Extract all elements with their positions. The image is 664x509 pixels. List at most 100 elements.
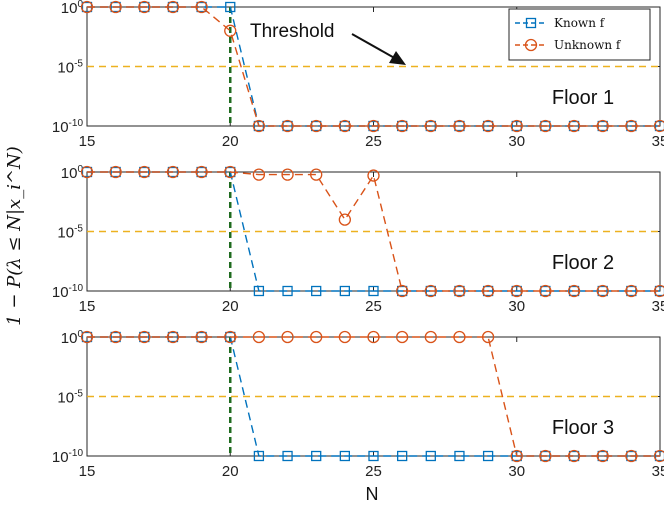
y-tick-label: 10-10 bbox=[52, 118, 84, 136]
panel-floor-2: 15 20 25 30 35 100 10-5 10-10 Floor 2 bbox=[52, 164, 664, 315]
data-point-unknown-f bbox=[252, 330, 266, 344]
data-point-known-f bbox=[454, 285, 465, 297]
legend-box bbox=[508, 8, 651, 61]
data-point-unknown-f bbox=[310, 330, 323, 344]
data-point-unknown-f bbox=[166, 0, 180, 14]
data-point-unknown-f bbox=[424, 119, 437, 133]
data-point-unknown-f bbox=[539, 284, 552, 298]
floor-label: Floor 2 bbox=[552, 252, 614, 274]
x-tick-label: 25 bbox=[365, 298, 382, 315]
data-point-known-f bbox=[311, 450, 322, 462]
data-point-unknown-f bbox=[224, 24, 237, 37]
x-tick-label: 15 bbox=[79, 298, 96, 315]
panels: 15 20 25 30 35 100 10-5 10-10 Floor 1 Threshold Kn… bbox=[52, 0, 664, 480]
data-point-unknown-f bbox=[625, 119, 638, 133]
data-point-known-f bbox=[282, 450, 293, 462]
data-point-unknown-f bbox=[367, 119, 380, 133]
data-point-unknown-f bbox=[481, 284, 495, 298]
x-tick-label: 15 bbox=[79, 463, 96, 480]
data-point-unknown-f bbox=[395, 330, 409, 344]
data-point-unknown-f bbox=[424, 330, 437, 344]
x-tick-label: 35 bbox=[652, 463, 664, 480]
data-point-unknown-f bbox=[281, 330, 294, 344]
series-line-unknown-f bbox=[87, 6, 660, 127]
data-point-unknown-f bbox=[138, 0, 151, 14]
data-point-unknown-f bbox=[453, 119, 466, 133]
data-point-unknown-f bbox=[80, 330, 94, 344]
data-point-unknown-f bbox=[252, 168, 266, 181]
data-point-unknown-f bbox=[166, 330, 180, 344]
series-line-unknown-f bbox=[87, 171, 660, 292]
floor-label: Floor 1 bbox=[552, 87, 614, 109]
data-point-unknown-f bbox=[653, 449, 664, 463]
data-point-unknown-f bbox=[109, 0, 122, 14]
data-point-unknown-f bbox=[510, 119, 523, 133]
data-point-unknown-f bbox=[596, 449, 609, 463]
data-point-known-f bbox=[368, 285, 379, 297]
y-tick-label: 10-5 bbox=[57, 224, 83, 242]
y-tick-label: 10-10 bbox=[52, 448, 84, 466]
x-tick-label: 30 bbox=[508, 133, 525, 150]
x-axis-label: N bbox=[366, 484, 379, 504]
y-tick-label: 10-5 bbox=[57, 59, 83, 77]
x-tick-label: 35 bbox=[652, 133, 664, 150]
data-point-unknown-f bbox=[252, 119, 266, 133]
x-tick-label: 25 bbox=[365, 133, 382, 150]
data-point-known-f bbox=[311, 285, 322, 297]
data-point-unknown-f bbox=[138, 330, 151, 344]
data-point-unknown-f bbox=[310, 168, 323, 181]
annotation-label: Threshold bbox=[250, 21, 335, 42]
data-point-unknown-f bbox=[453, 284, 466, 298]
data-point-unknown-f bbox=[310, 119, 323, 133]
data-point-unknown-f bbox=[567, 284, 581, 298]
legend: Known f Unknown f bbox=[508, 8, 651, 61]
data-point-unknown-f bbox=[625, 284, 638, 298]
data-point-known-f bbox=[654, 450, 664, 462]
data-point-unknown-f bbox=[510, 449, 523, 463]
x-tick-label: 20 bbox=[222, 463, 239, 480]
data-point-unknown-f bbox=[539, 119, 552, 133]
floor-label: Floor 3 bbox=[552, 417, 614, 439]
data-point-known-f bbox=[253, 120, 265, 132]
data-point-unknown-f bbox=[281, 168, 294, 181]
annotation-arrowhead bbox=[389, 51, 406, 65]
series-line-unknown-f bbox=[87, 336, 660, 457]
annotation-arrow bbox=[351, 33, 399, 61]
data-point-unknown-f bbox=[453, 330, 466, 344]
legend-marker-known-f bbox=[525, 17, 537, 29]
data-point-unknown-f bbox=[195, 0, 208, 14]
x-tick-label: 30 bbox=[508, 463, 525, 480]
y-tick-label: 10-10 bbox=[52, 283, 84, 301]
data-point-unknown-f bbox=[224, 165, 237, 179]
data-point-unknown-f bbox=[653, 284, 664, 298]
data-point-unknown-f bbox=[338, 330, 352, 344]
y-tick-label: 100 bbox=[61, 329, 84, 347]
data-point-known-f bbox=[339, 285, 351, 297]
data-point-unknown-f bbox=[281, 119, 294, 133]
legend-label-known-f: Known f bbox=[554, 16, 606, 30]
data-point-unknown-f bbox=[567, 449, 581, 463]
panel-floor-1: 15 20 25 30 35 100 10-5 10-10 Floor 1 Threshold Kn… bbox=[52, 0, 664, 150]
data-point-known-f bbox=[253, 285, 265, 297]
data-point-known-f bbox=[282, 285, 293, 297]
data-point-unknown-f bbox=[395, 284, 409, 298]
x-tick-label: 20 bbox=[222, 298, 239, 315]
x-tick-label: 15 bbox=[79, 133, 96, 150]
data-point-known-f bbox=[253, 450, 265, 462]
x-tick-label: 20 bbox=[222, 133, 239, 150]
y-tick-label: 10-5 bbox=[57, 389, 83, 407]
data-point-unknown-f bbox=[653, 119, 664, 133]
data-point-unknown-f bbox=[338, 213, 352, 226]
x-tick-label: 35 bbox=[652, 298, 664, 315]
data-point-known-f bbox=[482, 450, 494, 462]
data-point-unknown-f bbox=[109, 165, 122, 179]
data-point-unknown-f bbox=[424, 284, 437, 298]
x-tick-label: 30 bbox=[508, 298, 525, 315]
data-point-known-f bbox=[225, 1, 236, 13]
data-point-unknown-f bbox=[138, 165, 151, 179]
data-point-unknown-f bbox=[338, 119, 352, 133]
data-point-known-f bbox=[654, 120, 664, 132]
data-point-unknown-f bbox=[395, 119, 409, 133]
data-point-unknown-f bbox=[481, 330, 495, 344]
